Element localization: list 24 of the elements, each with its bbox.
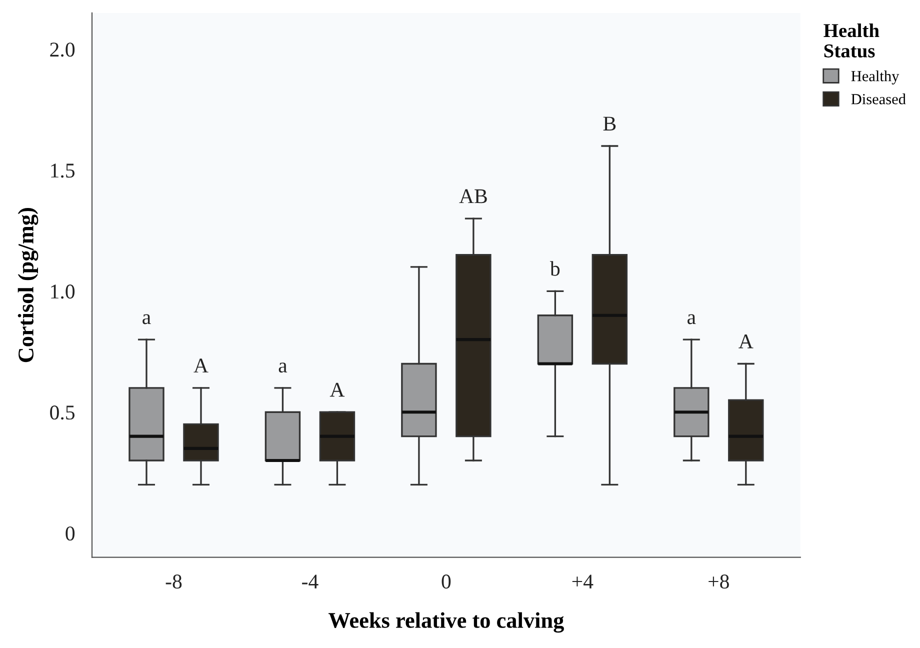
- x-tick-label: -8: [166, 574, 182, 589]
- annotation: AB: [459, 189, 487, 204]
- y-axis-title: Cortisol (pg/mg): [18, 208, 38, 362]
- y-tick-label: 1.0: [51, 284, 75, 299]
- annotation: a: [278, 362, 288, 373]
- annotation: A: [330, 382, 345, 397]
- y-tick-label: 0: [66, 526, 75, 541]
- x-tick-label: -4: [302, 574, 318, 588]
- annotation: B: [603, 116, 616, 131]
- annotation: b: [550, 261, 560, 276]
- legend-title: Health Status: [824, 23, 880, 58]
- annotation: a: [688, 314, 696, 324]
- y-tick-label: 1.5: [51, 164, 75, 178]
- annotation: A: [738, 334, 754, 348]
- legend-label: Healthy: [851, 70, 900, 84]
- y-tick-label: 0.5: [50, 406, 75, 420]
- y-tick-label: 2.0: [50, 42, 75, 57]
- annotation: A: [194, 358, 208, 372]
- x-tick-label: +4: [572, 574, 594, 588]
- annotation: a: [142, 314, 151, 324]
- x-axis-title: Weeks relative to calving: [328, 612, 564, 633]
- x-tick-label: 0: [442, 574, 451, 589]
- legend-label: Diseased: [851, 94, 906, 104]
- x-tick-label: +8: [708, 574, 729, 589]
